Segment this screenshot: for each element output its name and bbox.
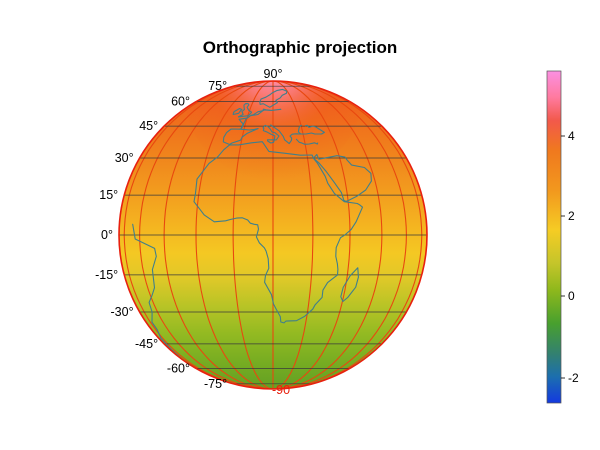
svg-text:60°: 60° bbox=[171, 95, 190, 109]
svg-text:-60°: -60° bbox=[167, 361, 190, 375]
svg-text:0: 0 bbox=[568, 289, 575, 303]
svg-text:4: 4 bbox=[568, 129, 575, 143]
svg-text:2: 2 bbox=[568, 209, 575, 223]
svg-text:30°: 30° bbox=[115, 151, 134, 165]
svg-text:-45°: -45° bbox=[135, 337, 158, 351]
svg-text:0°: 0° bbox=[101, 228, 113, 242]
svg-text:-90: -90 bbox=[272, 383, 290, 397]
svg-text:-15°: -15° bbox=[95, 268, 118, 282]
svg-text:45°: 45° bbox=[139, 119, 158, 133]
svg-text:90°: 90° bbox=[264, 67, 283, 81]
svg-text:-2: -2 bbox=[568, 371, 579, 385]
svg-text:15°: 15° bbox=[99, 188, 118, 202]
svg-text:-30°: -30° bbox=[111, 305, 134, 319]
svg-text:-75°: -75° bbox=[204, 377, 227, 391]
svg-text:75°: 75° bbox=[208, 79, 227, 93]
